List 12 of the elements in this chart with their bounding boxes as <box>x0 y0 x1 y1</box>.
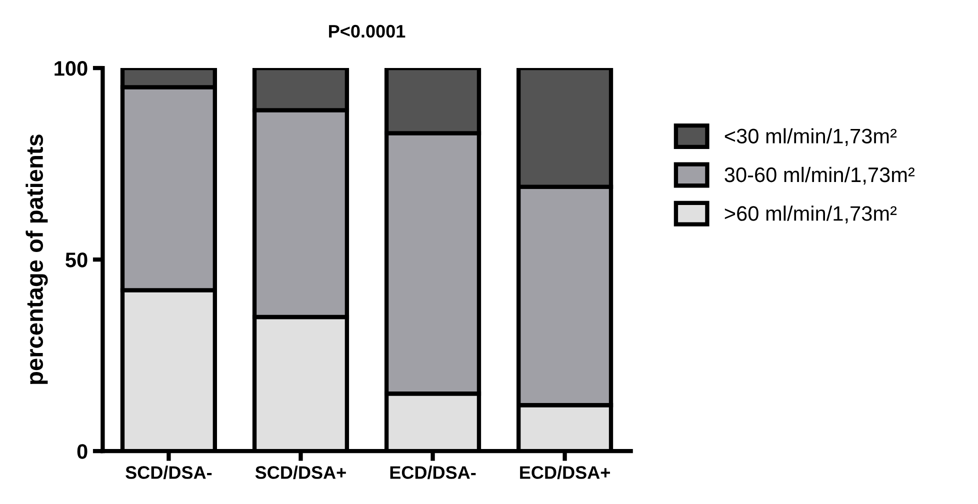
x-tick-label: SCD/DSA+ <box>255 466 346 480</box>
y-tick-label: 100 <box>54 61 88 76</box>
legend-label: 30-60 ml/min/1,73m² <box>724 166 915 185</box>
x-tick-label: ECD/DSA- <box>390 466 476 480</box>
legend-label: <30 ml/min/1,73m² <box>724 128 897 146</box>
y-axis-title: percentage of patients <box>26 134 48 384</box>
x-tick-label: SCD/DSA- <box>126 466 212 480</box>
chart-title: P<0.0001 <box>329 24 406 38</box>
legend-label: >60 ml/min/1,73m² <box>724 206 897 224</box>
y-tick-label: 50 <box>66 252 88 268</box>
x-tick-label: ECD/DSA+ <box>520 466 610 480</box>
y-tick-label: 0 <box>77 444 88 459</box>
